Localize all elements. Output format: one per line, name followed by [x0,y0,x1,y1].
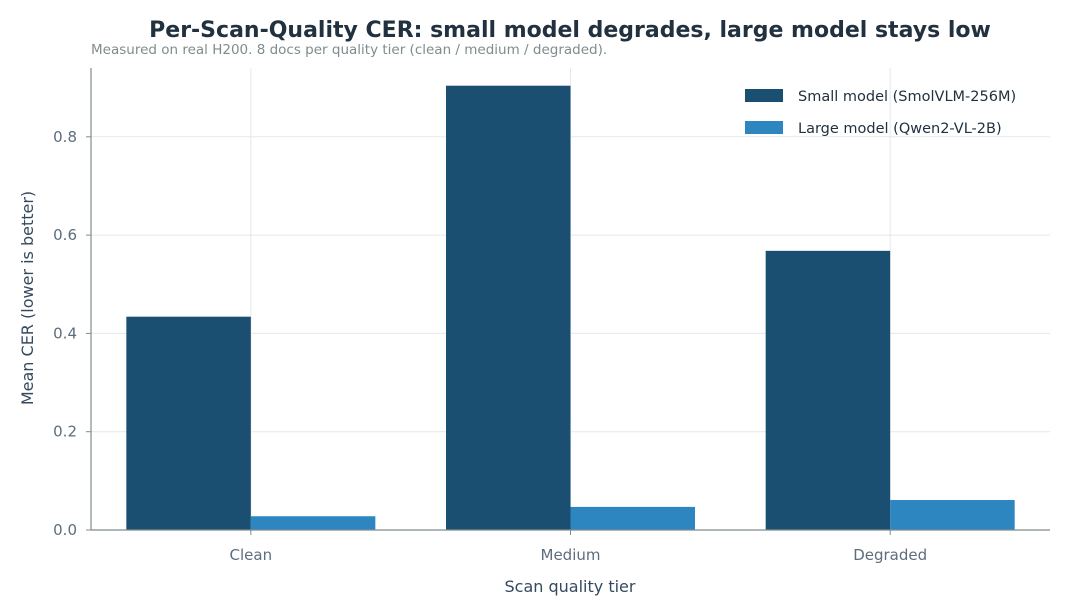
axes [86,68,1050,535]
chart-subtitle: Measured on real H200. 8 docs per qualit… [91,42,607,58]
x-axis-label: Scan quality tier [505,577,636,596]
bar-small-clean [126,316,251,530]
tick-labels: 0.0 0.2 0.4 0.6 0.8 Clean Medium Degraded [53,128,927,564]
y-tick-label: 0.4 [53,324,77,342]
y-tick-label: 0.6 [53,226,77,244]
x-tick-label: Medium [541,546,601,564]
bar-large-degraded [890,500,1015,530]
x-tick-label: Clean [230,546,273,564]
y-tick-label: 0.8 [53,128,77,146]
bar-small-medium [446,85,571,531]
legend: Small model (SmolVLM-256M) Large model (Q… [745,89,1016,137]
chart-title: Per-Scan-Quality CER: small model degrad… [149,18,991,43]
bar-large-medium [570,506,695,530]
y-axis-label: Mean CER (lower is better) [18,191,37,405]
bars [126,85,1015,531]
x-tick-label: Degraded [853,546,927,564]
legend-swatch [745,89,783,102]
legend-label: Large model (Qwen2-VL-2B) [798,121,1002,137]
bar-small-degraded [765,250,891,530]
legend-label: Small model (SmolVLM-256M) [798,89,1016,105]
y-tick-label: 0.0 [53,521,77,539]
bar-large-clean [250,516,376,530]
y-tick-label: 0.2 [53,423,77,441]
legend-swatch [745,121,783,134]
